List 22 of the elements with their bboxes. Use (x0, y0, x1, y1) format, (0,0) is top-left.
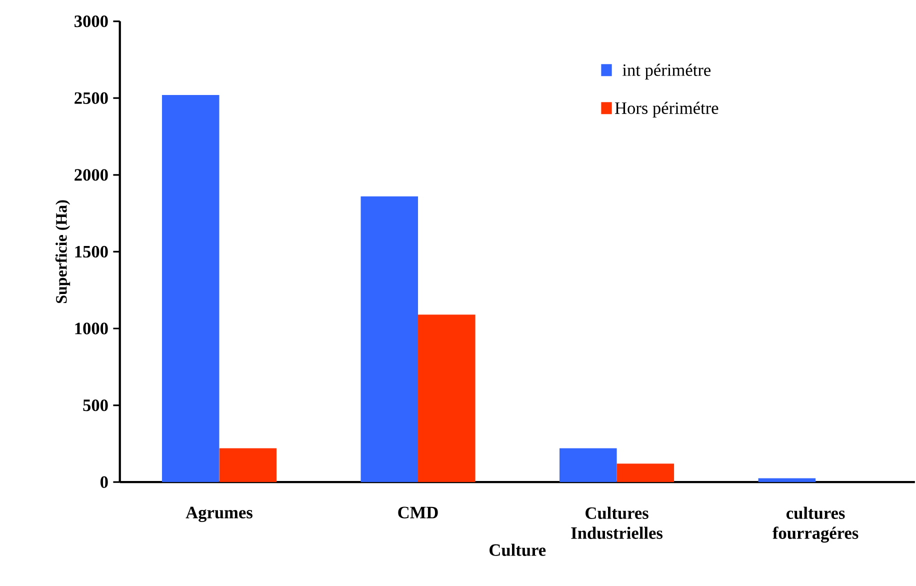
bar (560, 448, 617, 482)
bar (758, 478, 816, 482)
y-tick-label: 2000 (74, 169, 108, 181)
x-tick-label: Cultures Industrielles (571, 506, 663, 539)
legend-label: Hors périmétre (614, 102, 718, 118)
bar (616, 464, 674, 482)
y-tick-label: 1500 (75, 246, 108, 258)
y-tick-label: 0 (100, 476, 108, 488)
y-tick-label: 3000 (74, 15, 108, 28)
bar (418, 314, 476, 482)
y-tick-label: 500 (83, 399, 108, 412)
bar (219, 448, 277, 482)
legend-label: int périmétre (622, 64, 711, 80)
x-tick-label: cultures fourragéres (772, 506, 858, 543)
x-axis-title: Culture (490, 544, 546, 556)
bar (360, 196, 418, 482)
y-tick-label: 2500 (74, 92, 108, 104)
y-axis-title: Superficie (Ha) (55, 200, 70, 304)
x-tick-label: Agrumes (186, 506, 252, 522)
y-tick-label: 1000 (75, 322, 108, 334)
x-tick-label: CMD (398, 506, 438, 518)
bar (162, 95, 220, 482)
